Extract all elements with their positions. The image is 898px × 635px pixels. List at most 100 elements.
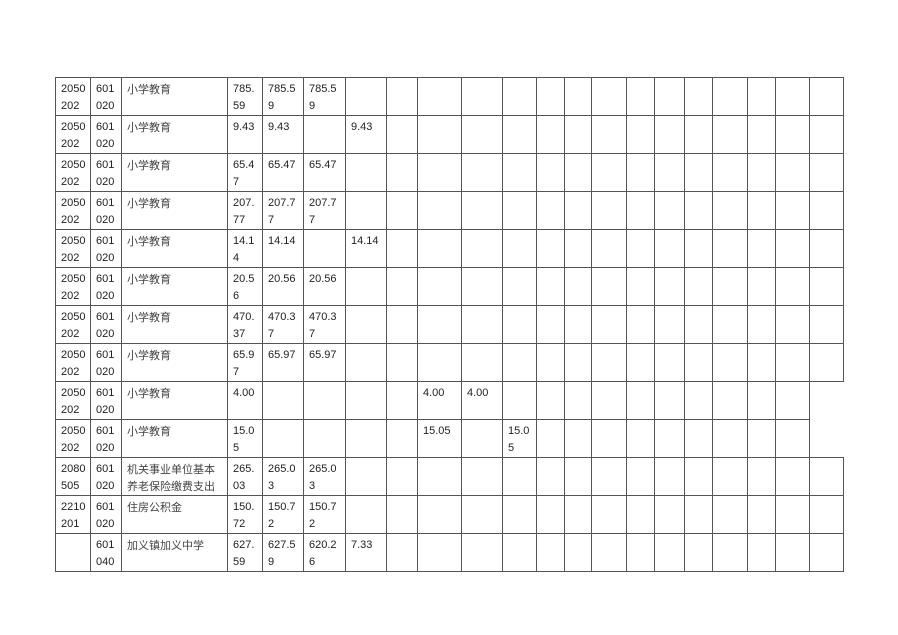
amount-cell (626, 419, 655, 458)
amount-cell (684, 343, 713, 382)
budget-table: 2050202 601020 小学教育 785.59 785.59 785.59 20502… (55, 77, 844, 572)
amount-cell (591, 229, 627, 268)
amount-cell (417, 267, 462, 306)
amount-cell: 265.03 (262, 457, 304, 496)
amount-cell (345, 419, 387, 458)
amount-cell: 4.00 (461, 381, 503, 420)
amount-cell (747, 77, 776, 116)
item-name-cell: 小学教育 (121, 229, 228, 268)
table-row: 2050202 601020 小学教育 9.43 9.43 9.43 (55, 115, 844, 154)
amount-cell: 265.03 (227, 457, 263, 496)
amount-cell (386, 153, 418, 192)
amount-cell (461, 267, 503, 306)
amount-cell: 20.56 (303, 267, 346, 306)
amount-cell (262, 381, 304, 420)
amount-cell (684, 267, 713, 306)
amount-cell (417, 115, 462, 154)
table-row: 2050202 601020 小学教育 4.00 4.00 4.00 (55, 381, 844, 420)
amount-cell (684, 495, 713, 534)
amount-cell: 4.00 (227, 381, 263, 420)
amount-cell (654, 153, 685, 192)
amount-cell: 4.00 (417, 381, 462, 420)
amount-cell (502, 267, 537, 306)
amount-cell (564, 457, 592, 496)
item-name-cell: 小学教育 (121, 191, 228, 230)
amount-cell (684, 153, 713, 192)
amount-cell (262, 419, 304, 458)
amount-cell (303, 115, 346, 154)
subject-code-cell: 2050202 (55, 381, 91, 420)
amount-cell (536, 305, 565, 344)
amount-cell (461, 343, 503, 382)
amount-cell (684, 457, 713, 496)
unit-code-cell: 601020 (90, 267, 122, 306)
amount-cell (809, 495, 844, 534)
amount-cell: 20.56 (262, 267, 304, 306)
amount-cell (626, 153, 655, 192)
amount-cell (564, 419, 592, 458)
amount-cell: 785.59 (227, 77, 263, 116)
amount-cell: 14.14 (262, 229, 304, 268)
amount-cell (461, 305, 503, 344)
unit-code-cell: 601040 (90, 533, 122, 572)
amount-cell (536, 153, 565, 192)
table-row: 2050202 601020 小学教育 20.56 20.56 20.56 (55, 267, 844, 306)
amount-cell: 150.72 (262, 495, 304, 534)
subject-code-cell (55, 533, 91, 572)
amount-cell (345, 381, 387, 420)
amount-cell (684, 381, 713, 420)
table-row: 601040 加义镇加义中学 627.59 627.59 620.26 7.33 (55, 533, 844, 572)
amount-cell (502, 115, 537, 154)
amount-cell (502, 533, 537, 572)
amount-cell: 65.47 (262, 153, 304, 192)
amount-cell (417, 191, 462, 230)
amount-cell (747, 495, 776, 534)
amount-cell (536, 115, 565, 154)
amount-cell (303, 419, 346, 458)
amount-cell (747, 419, 776, 458)
subject-code-cell: 2210201 (55, 495, 91, 534)
unit-code-cell: 601020 (90, 419, 122, 458)
subject-code-cell: 2050202 (55, 267, 91, 306)
amount-cell (654, 457, 685, 496)
subject-code-cell: 2050202 (55, 153, 91, 192)
amount-cell (461, 115, 503, 154)
amount-cell: 9.43 (345, 115, 387, 154)
amount-cell (626, 229, 655, 268)
amount-cell (461, 229, 503, 268)
amount-cell (712, 419, 748, 458)
table-row: 2050202 601020 小学教育 14.14 14.14 14.14 (55, 229, 844, 268)
amount-cell (417, 495, 462, 534)
table-row: 2050202 601020 小学教育 65.47 65.47 65.47 (55, 153, 844, 192)
amount-cell (461, 495, 503, 534)
amount-cell (564, 267, 592, 306)
unit-code-cell: 601020 (90, 153, 122, 192)
amount-cell: 785.59 (262, 77, 304, 116)
amount-cell (502, 191, 537, 230)
amount-cell (345, 153, 387, 192)
amount-cell (684, 305, 713, 344)
amount-cell (536, 77, 565, 116)
amount-cell (747, 191, 776, 230)
amount-cell (386, 305, 418, 344)
amount-cell (502, 77, 537, 116)
subject-code-cell: 2050202 (55, 191, 91, 230)
amount-cell (712, 191, 748, 230)
amount-cell: 207.77 (262, 191, 304, 230)
amount-cell: 65.97 (227, 343, 263, 382)
unit-code-cell: 601020 (90, 77, 122, 116)
table-row: 2050202 601020 小学教育 207.77 207.77 207.77 (55, 191, 844, 230)
amount-cell (345, 267, 387, 306)
amount-cell (591, 77, 627, 116)
amount-cell (684, 115, 713, 154)
amount-cell (564, 343, 592, 382)
amount-cell (345, 305, 387, 344)
amount-cell: 65.97 (262, 343, 304, 382)
amount-cell (809, 305, 844, 344)
item-name-cell: 小学教育 (121, 77, 228, 116)
amount-cell (386, 77, 418, 116)
amount-cell (564, 115, 592, 154)
amount-cell (417, 533, 462, 572)
amount-cell (654, 267, 685, 306)
amount-cell (712, 305, 748, 344)
